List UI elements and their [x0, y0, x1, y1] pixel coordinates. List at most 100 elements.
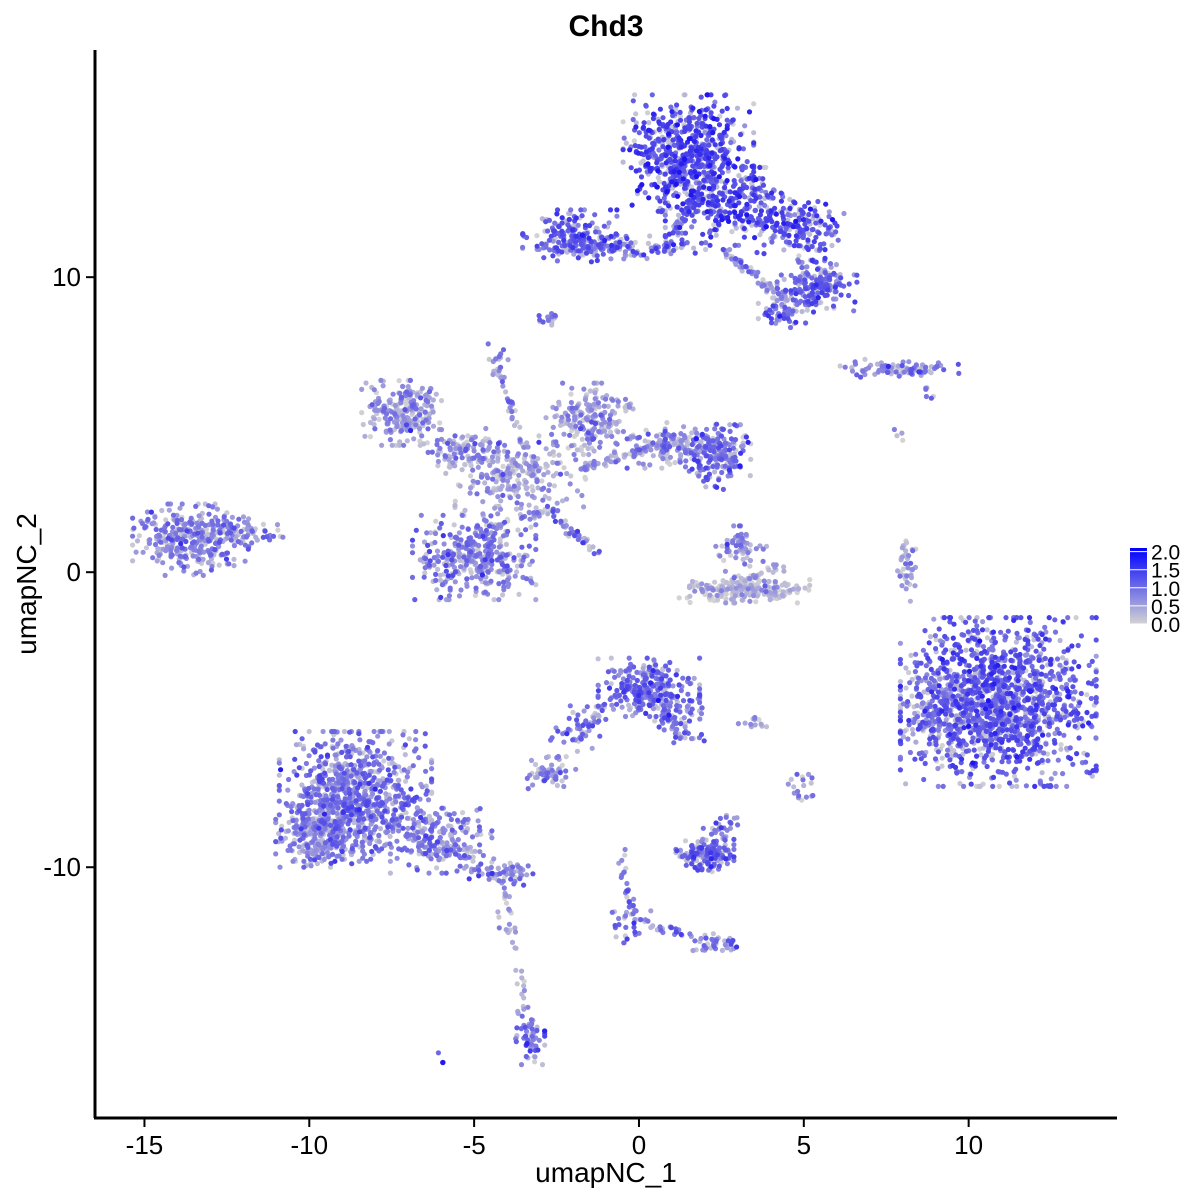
cell-point: [523, 452, 529, 458]
cell-point: [365, 808, 371, 814]
cell-point: [723, 251, 729, 258]
cell-point: [154, 558, 160, 564]
cell-point: [376, 398, 382, 405]
cell-point: [604, 433, 610, 439]
cell-point: [371, 416, 377, 422]
cell-point: [581, 708, 587, 714]
cell-point: [690, 947, 696, 954]
cell-point: [761, 578, 767, 584]
cell-point: [977, 783, 983, 790]
cell-point: [756, 717, 762, 723]
cell-point: [447, 464, 453, 470]
cell-point: [543, 754, 550, 761]
cell-point: [485, 475, 491, 481]
cell-point: [460, 434, 466, 440]
cell-point: [437, 577, 444, 584]
cell-point: [477, 442, 484, 448]
cell-point: [536, 433, 542, 439]
cell-point: [446, 823, 452, 829]
cell-point: [570, 709, 576, 716]
cell-point: [849, 368, 856, 374]
cell-point: [273, 851, 279, 857]
cell-point: [457, 483, 463, 489]
cell-point: [609, 702, 615, 708]
cell-point: [646, 120, 652, 126]
cell-point: [519, 968, 525, 974]
cell-point: [496, 914, 502, 920]
cell-point: [231, 543, 237, 549]
cell-point: [958, 615, 964, 621]
cell-point: [571, 433, 578, 439]
cell-point: [689, 430, 695, 436]
cell-point: [1059, 684, 1065, 690]
cell-point: [492, 505, 498, 511]
cell-point: [554, 258, 561, 264]
cell-point: [731, 523, 737, 529]
cell-point: [387, 796, 393, 802]
cell-point: [703, 246, 709, 253]
cell-point: [503, 900, 510, 906]
cell-point: [455, 837, 461, 843]
cell-point: [608, 681, 614, 687]
cell-point: [597, 444, 603, 450]
cell-point: [607, 429, 614, 435]
cell-point: [381, 758, 387, 764]
cell-point: [684, 704, 691, 710]
cell-point: [461, 842, 467, 848]
cell-point: [400, 413, 406, 419]
cell-point: [591, 380, 597, 386]
cell-point: [386, 728, 392, 735]
cell-point: [752, 575, 758, 581]
cell-point: [736, 173, 742, 179]
cell-point: [899, 545, 906, 551]
cell-point: [152, 541, 159, 548]
cell-point: [907, 680, 913, 686]
cell-point: [536, 1037, 542, 1043]
cell-point: [486, 446, 492, 452]
cell-point: [1043, 741, 1049, 747]
cell-point: [647, 462, 653, 468]
cell-point: [1058, 746, 1064, 752]
cell-point: [1014, 783, 1020, 790]
cell-point: [514, 563, 521, 569]
cell-point: [503, 541, 509, 548]
cell-point: [525, 1004, 531, 1010]
cell-point: [674, 667, 680, 674]
cell-point: [788, 776, 794, 783]
cell-point: [333, 752, 339, 758]
cell-point: [293, 742, 299, 748]
cell-point: [509, 872, 515, 878]
cell-point: [613, 934, 619, 940]
cell-point: [734, 105, 741, 111]
cell-point: [621, 869, 627, 875]
cell-point: [515, 451, 522, 457]
cell-point: [434, 865, 440, 871]
cell-point: [711, 222, 717, 228]
cell-point: [400, 732, 406, 738]
cell-point: [1059, 655, 1066, 661]
cell-point: [761, 164, 767, 170]
cell-point: [733, 549, 739, 555]
cell-point: [229, 514, 235, 520]
cell-point: [1061, 732, 1067, 738]
cell-point: [568, 391, 574, 397]
cell-point: [260, 521, 266, 528]
cell-point: [760, 558, 766, 565]
cell-point: [503, 892, 509, 898]
cell-point: [899, 583, 905, 589]
cell-point: [804, 307, 810, 313]
cell-point: [487, 462, 493, 468]
cell-point: [285, 787, 291, 793]
cell-point: [394, 855, 400, 861]
cell-point: [656, 147, 662, 153]
cell-point: [389, 760, 395, 766]
cell-point: [486, 356, 492, 362]
cell-point: [413, 737, 419, 743]
cell-point: [452, 498, 458, 504]
cell-point: [951, 748, 957, 754]
cell-point: [732, 593, 738, 599]
cell-point: [496, 925, 502, 931]
cell-point: [912, 583, 918, 589]
cell-point: [555, 754, 561, 760]
cell-point: [418, 406, 424, 412]
